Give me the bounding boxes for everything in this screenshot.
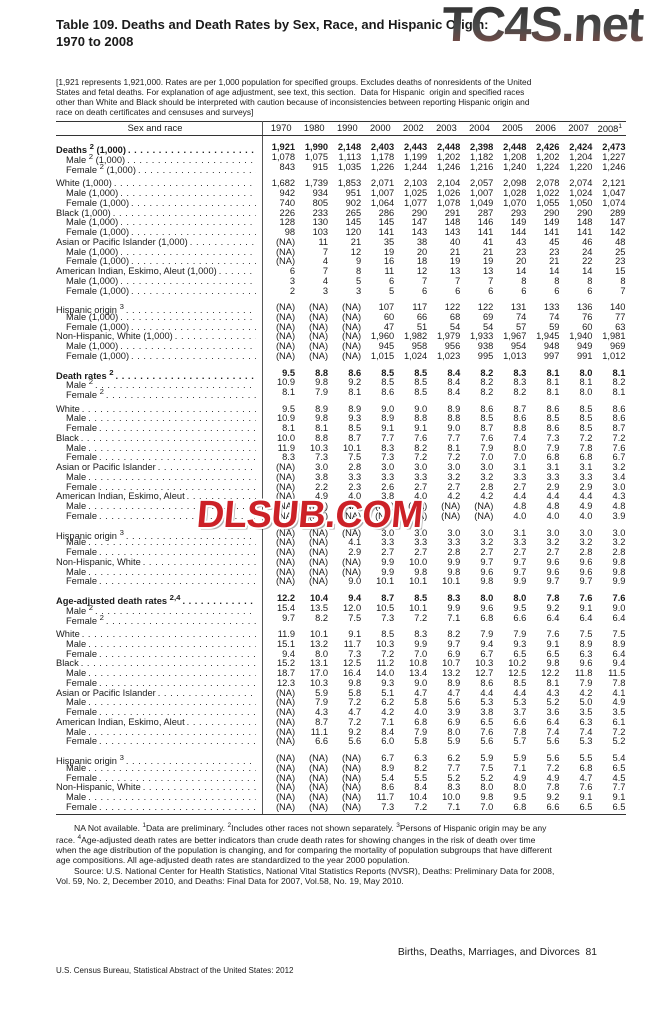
svg-text:DLSUB.COM: DLSUB.COM [195, 494, 424, 536]
svg-text:TC4S.net: TC4S.net [441, 0, 645, 52]
